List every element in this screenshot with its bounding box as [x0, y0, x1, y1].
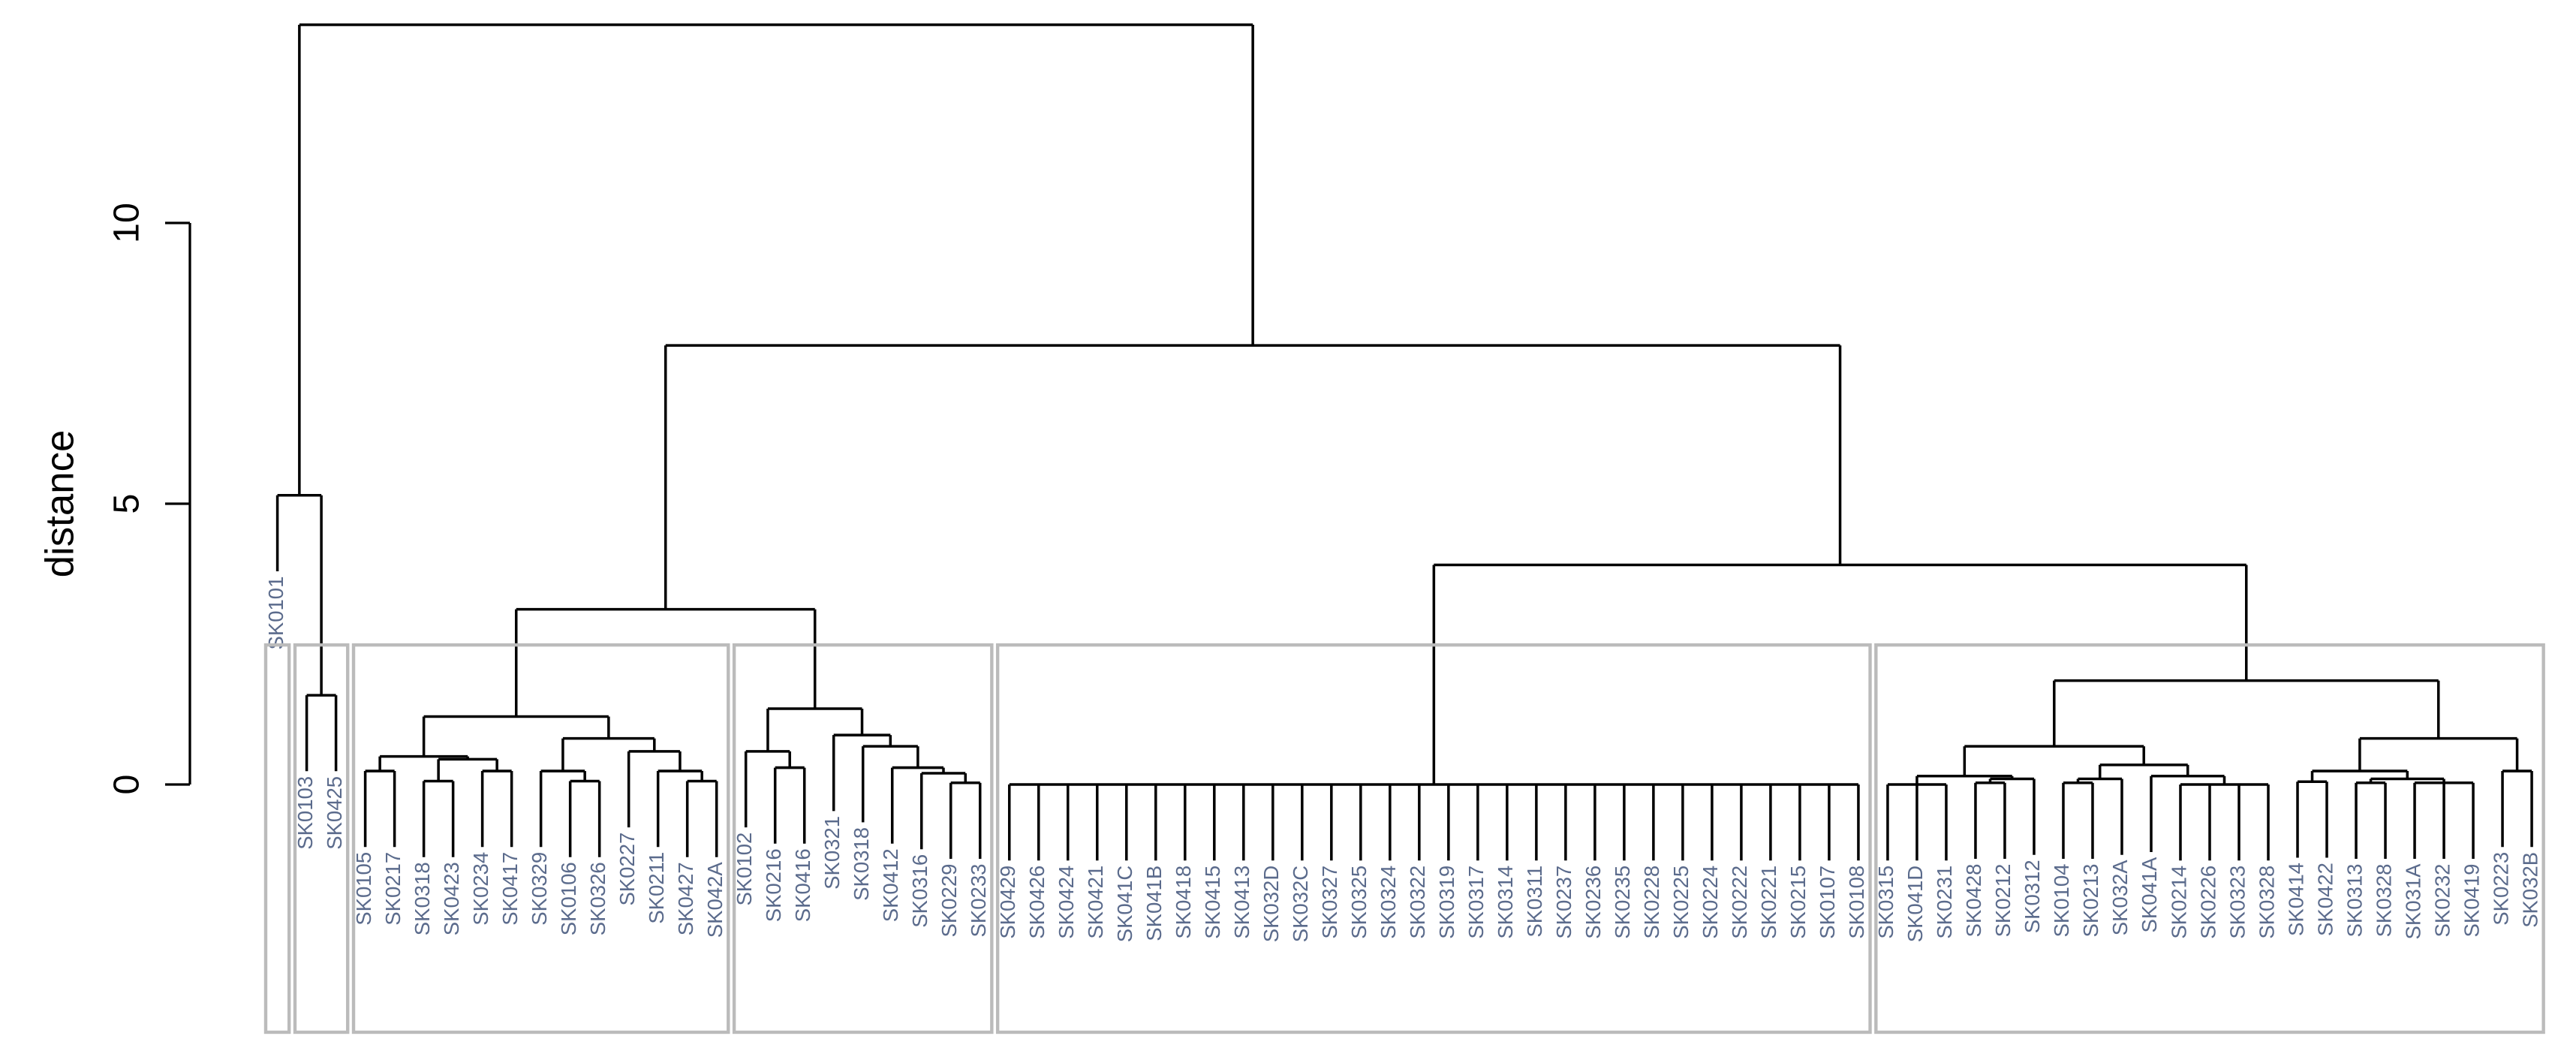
leaf-label: SK032D [1259, 866, 1283, 942]
leaf-label: SK0107 [1816, 866, 1839, 939]
leaf-label: SK0327 [1318, 866, 1341, 939]
leaf-label: SK0221 [1757, 866, 1780, 939]
leaf-label: SK0102 [733, 833, 756, 906]
leaf-label: SK0319 [1435, 866, 1458, 939]
leaf-label: SK0106 [557, 862, 580, 935]
leaf-label: SK0228 [1640, 866, 1663, 939]
cluster-box [1874, 643, 2545, 1034]
leaf-label: SK0316 [908, 854, 931, 928]
leaf-label: SK0428 [1962, 864, 1985, 938]
leaf-label: SK0214 [2167, 866, 2190, 939]
cluster-box [263, 643, 291, 1034]
leaf-label: SK0215 [1786, 866, 1810, 939]
y-tick-label: 5 [106, 494, 146, 514]
leaf-label: SK0226 [2196, 866, 2219, 939]
leaf-label: SK0227 [615, 833, 639, 906]
cluster-box [293, 643, 350, 1034]
cluster-box [995, 643, 1872, 1034]
leaf-label: SK0212 [1991, 864, 2015, 938]
leaf-label: SK041C [1113, 866, 1136, 942]
leaf-label: SK0426 [1025, 866, 1049, 939]
cluster-box [732, 643, 994, 1034]
leaf-label: SK0314 [1494, 866, 1517, 939]
leaf-label: SK0229 [937, 864, 961, 938]
leaf-label: SK0424 [1055, 866, 1078, 939]
leaf-label: SK0101 [264, 577, 287, 650]
leaf-label: SK0329 [528, 852, 551, 926]
leaf-label: SK0324 [1377, 866, 1400, 939]
leaf-label: SK0415 [1201, 866, 1224, 939]
y-tick-label: 10 [106, 203, 146, 243]
leaf-label: SK0425 [323, 776, 346, 850]
leaf-label: SK0417 [498, 852, 522, 926]
leaf-label: SK041A [2138, 857, 2161, 933]
leaf-label: SK0105 [352, 852, 375, 926]
leaf-label: SK0224 [1699, 866, 1722, 939]
leaf-label: SK0328 [2372, 864, 2395, 938]
leaf-label: SK0421 [1084, 866, 1107, 939]
leaf-label: SK0315 [1874, 866, 1897, 939]
leaf-label: SK0225 [1669, 866, 1693, 939]
leaf-label: SK0318 [411, 862, 434, 935]
leaf-label: SK0322 [1406, 866, 1429, 939]
leaf-label: SK032A [2108, 860, 2132, 936]
leaf-label: SK0325 [1347, 866, 1371, 939]
leaf-label: SK0418 [1172, 866, 1195, 939]
leaf-label: SK032C [1289, 866, 1312, 942]
leaf-label: SK031A [2401, 863, 2424, 940]
leaf-label: SK0222 [1728, 866, 1751, 939]
leaf-label: SK0326 [586, 862, 609, 935]
leaf-label: SK0321 [820, 816, 844, 890]
leaf-label: SK0311 [1523, 866, 1546, 938]
leaf-label: SK0236 [1581, 866, 1605, 939]
leaf-label: SK0422 [2313, 863, 2337, 936]
y-tick-label: 0 [106, 775, 146, 795]
leaf-label: SK0429 [996, 866, 1019, 939]
leaf-label: SK0313 [2343, 864, 2366, 938]
leaf-label: SK0237 [1552, 866, 1575, 939]
leaf-label: SK0233 [967, 864, 990, 938]
leaf-label: SK0108 [1845, 866, 1868, 939]
leaf-label: SK0213 [2079, 864, 2102, 938]
leaf-label: SK042A [703, 862, 727, 938]
leaf-label: SK0312 [2021, 860, 2044, 933]
leaf-label: SK0103 [293, 776, 317, 850]
leaf-label: SK0104 [2050, 864, 2073, 938]
leaf-label: SK0328 [2255, 866, 2278, 939]
leaf-label: SK0416 [791, 848, 814, 922]
leaf-label: SK0211 [645, 852, 668, 924]
leaf-label: SK0217 [381, 852, 405, 926]
leaf-label: SK0216 [762, 848, 785, 922]
y-axis-label: distance [38, 430, 83, 578]
leaf-label: SK0427 [674, 862, 697, 935]
leaf-label: SK0413 [1230, 866, 1253, 939]
leaf-label: SK0419 [2460, 864, 2483, 938]
leaf-label: SK0235 [1611, 866, 1634, 939]
leaf-label: SK041B [1142, 866, 1166, 941]
leaf-label: SK0323 [2225, 866, 2249, 939]
leaf-label: SK0423 [440, 862, 463, 935]
leaf-label: SK0412 [879, 848, 902, 922]
cluster-box [351, 643, 730, 1034]
leaf-label: SK032B [2518, 852, 2541, 928]
leaf-label: SK0234 [469, 852, 492, 926]
leaf-label: SK0317 [1464, 866, 1488, 939]
leaf-label: SK0231 [1933, 866, 1956, 939]
leaf-label: SK0414 [2284, 863, 2307, 936]
leaf-label: SK0223 [2489, 852, 2512, 926]
leaf-label: SK041D [1903, 866, 1927, 942]
leaf-label: SK0318 [850, 827, 873, 901]
leaf-label: SK0232 [2430, 864, 2454, 938]
